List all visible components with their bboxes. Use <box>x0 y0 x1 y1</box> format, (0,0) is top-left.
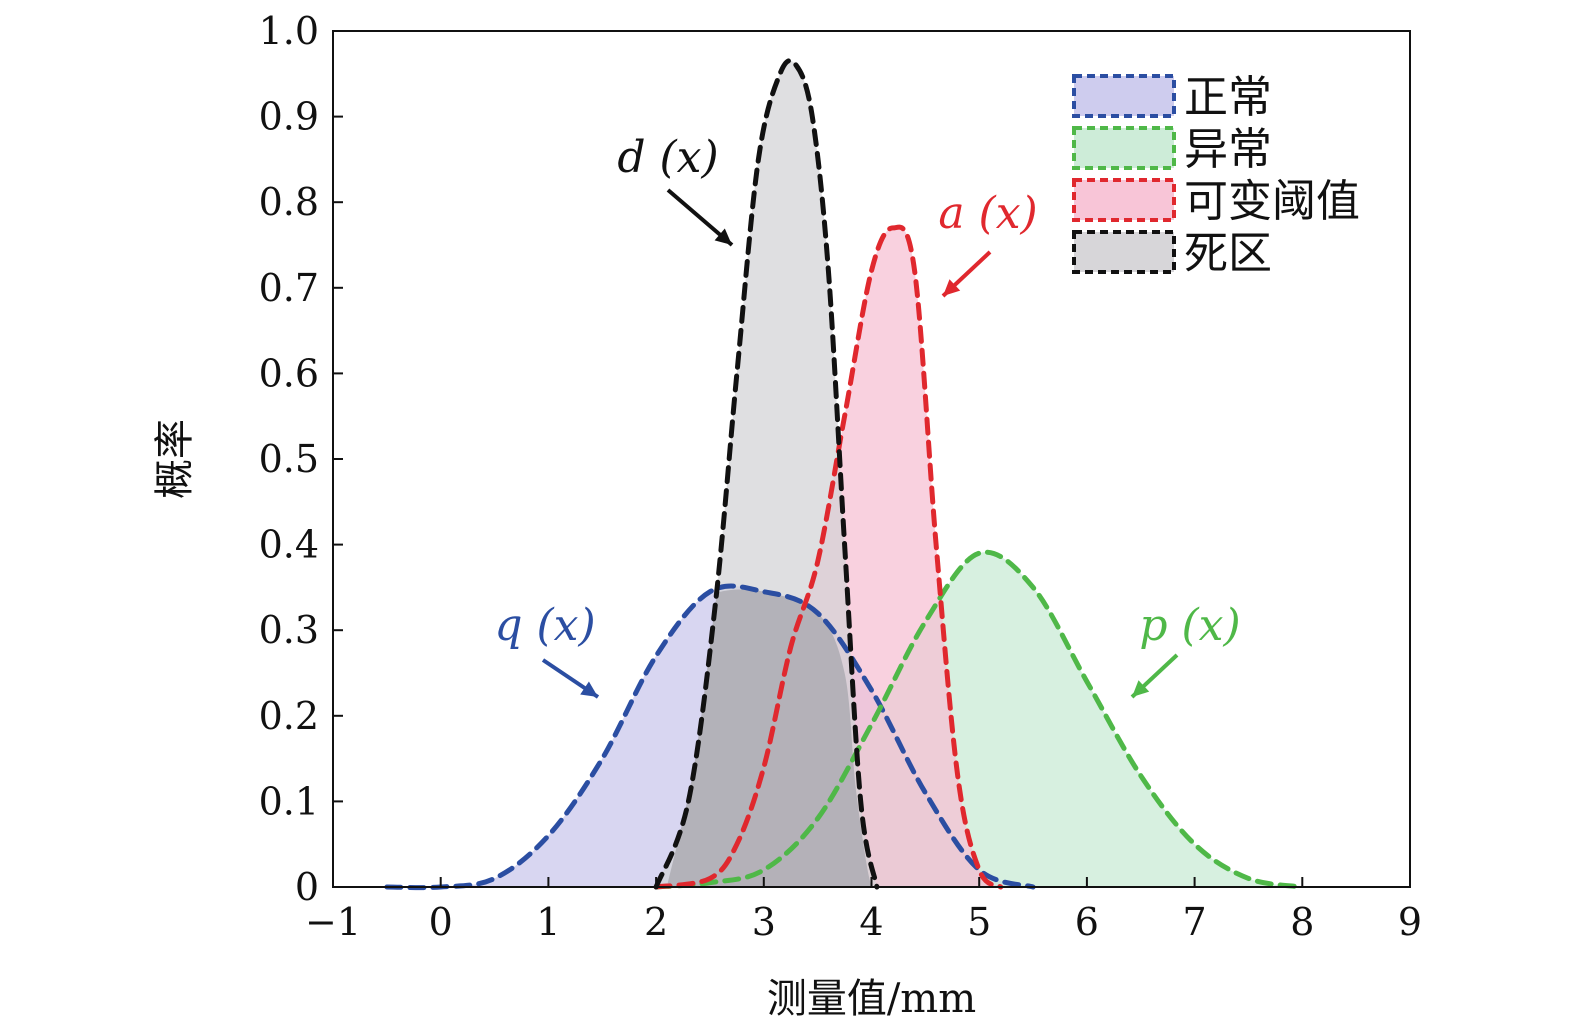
series-lines <box>384 58 1305 891</box>
curve-label: d (x) <box>617 132 718 183</box>
x-axis-ticks: −1 0 1 2 3 4 5 6 7 8 9 <box>305 877 1422 944</box>
y-tick-label: 0.6 <box>259 351 319 395</box>
y-tick-label: 0.4 <box>259 523 319 567</box>
x-tick-label: 3 <box>752 900 776 944</box>
annotation-arrowhead <box>1132 680 1150 697</box>
x-tick-label: −1 <box>305 900 361 944</box>
x-tick-label: 6 <box>1075 900 1099 944</box>
series-line-0 <box>384 583 1036 891</box>
y-tick-label: 0.5 <box>259 437 319 481</box>
y-axis-ticks: 0 0.1 0.2 0.3 0.4 0.5 0.6 0.7 0.8 0.9 1.0 <box>259 9 343 909</box>
annotation-arrowhead <box>714 228 732 245</box>
curve-label: a (x) <box>938 188 1037 239</box>
series-line-2 <box>653 224 1004 890</box>
legend-swatch <box>1072 230 1176 274</box>
legend-label: 正常 <box>1184 72 1272 123</box>
annotation-arrowhead <box>943 279 961 296</box>
area-fill-1 <box>656 552 1303 887</box>
y-tick-label: 1.0 <box>259 9 319 53</box>
y-tick-label: 0.8 <box>259 180 319 224</box>
x-tick-label: 4 <box>859 900 883 944</box>
legend-swatch <box>1072 126 1176 170</box>
legend-swatch <box>1072 74 1176 118</box>
y-tick-label: 0 <box>295 865 319 909</box>
y-tick-label: 0.7 <box>259 266 319 310</box>
legend-label: 可变阈值 <box>1184 176 1360 227</box>
y-tick-label: 0.1 <box>259 779 319 823</box>
legend-label: 死区 <box>1184 228 1272 279</box>
legend-label: 异常 <box>1184 124 1272 175</box>
curve-label: p (x) <box>1139 600 1240 651</box>
legend-swatch <box>1072 178 1176 222</box>
y-tick-label: 0.3 <box>259 608 319 652</box>
x-tick-label: 1 <box>536 900 560 944</box>
x-tick-label: 9 <box>1398 900 1422 944</box>
x-tick-label: 0 <box>429 900 453 944</box>
y-tick-label: 0.9 <box>259 95 319 139</box>
x-axis-label: 测量值/mm <box>767 976 976 1022</box>
annotation-arrowhead <box>580 681 598 697</box>
curve-annotations: d (x) a (x) q (x) p (x) <box>494 132 1241 699</box>
curve-label: q (x) <box>494 600 595 651</box>
series-line-1 <box>653 549 1305 890</box>
x-tick-label: 8 <box>1290 900 1314 944</box>
series-line-3 <box>653 58 880 890</box>
x-tick-label: 5 <box>967 900 991 944</box>
x-tick-label: 2 <box>644 900 668 944</box>
x-tick-label: 7 <box>1183 900 1207 944</box>
y-tick-label: 0.2 <box>259 694 319 738</box>
y-axis-label: 概率 <box>152 419 198 499</box>
